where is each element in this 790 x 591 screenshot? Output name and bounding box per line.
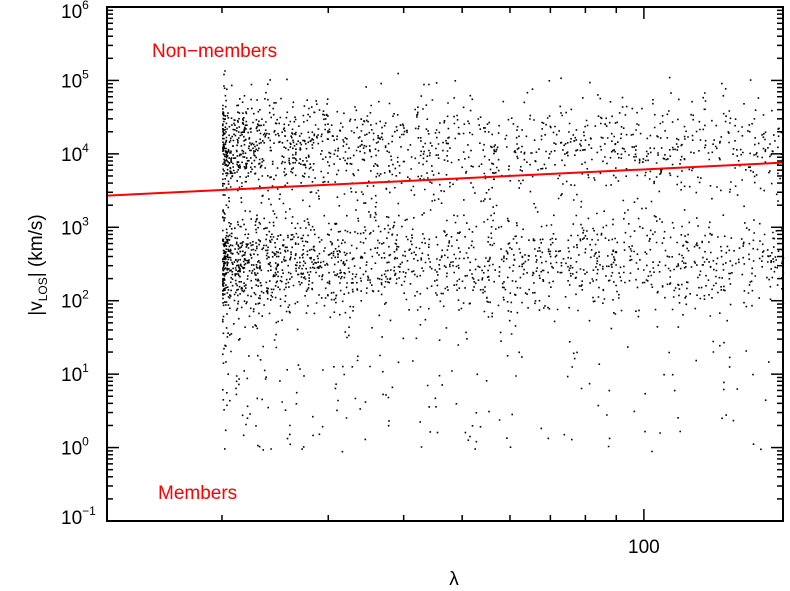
y-tick-label-exponent: 6 [82, 0, 89, 12]
y-tick-label-exponent: 5 [82, 67, 89, 81]
y-tick-label-base: 10 [61, 439, 82, 460]
y-axis-label-subscript: LOS [36, 277, 50, 301]
y-tick-label-exponent: 1 [82, 361, 89, 375]
y-axis-label: |vLOS| (km/s) [26, 214, 50, 315]
annotation-non-members: Non−members [152, 41, 277, 62]
annotation-members: Members [158, 483, 237, 504]
y-tick-label: 103 [61, 214, 89, 239]
scatter-point-cloud [222, 70, 785, 453]
y-tick-label-exponent: 2 [82, 288, 89, 302]
member-separation-line [106, 161, 784, 197]
y-tick-label: 106 [61, 0, 89, 23]
y-tick-label-exponent: −1 [82, 504, 96, 518]
y-tick-label-base: 10 [61, 292, 82, 313]
y-tick-label-base: 10 [61, 508, 82, 529]
y-tick-label: 101 [61, 361, 89, 386]
y-tick-label-exponent: 0 [82, 435, 89, 449]
y-tick-label: 100 [61, 435, 89, 460]
y-tick-label-base: 10 [61, 365, 82, 386]
scatter-points [222, 70, 785, 453]
y-tick-label-exponent: 4 [82, 141, 89, 155]
y-tick-label-base: 10 [61, 71, 82, 92]
x-axis-label: λ [449, 569, 459, 590]
separation-line-layer [106, 161, 784, 197]
y-tick-label-base: 10 [61, 145, 82, 166]
x-tick-label: 100 [628, 537, 660, 558]
y-tick-label-base: 10 [61, 218, 82, 239]
plot-frame [106, 6, 784, 522]
y-tick-label: 105 [61, 67, 89, 92]
y-tick-label: 102 [61, 288, 89, 313]
y-tick-label: 10−1 [61, 504, 96, 529]
y-axis-label-prefix: |v [26, 301, 47, 316]
y-tick-label-base: 10 [61, 2, 82, 23]
y-tick-label-exponent: 3 [82, 214, 89, 228]
y-axis-label-suffix: | (km/s) [26, 214, 47, 277]
axis-ticks [107, 6, 783, 522]
y-tick-label: 104 [61, 141, 89, 166]
